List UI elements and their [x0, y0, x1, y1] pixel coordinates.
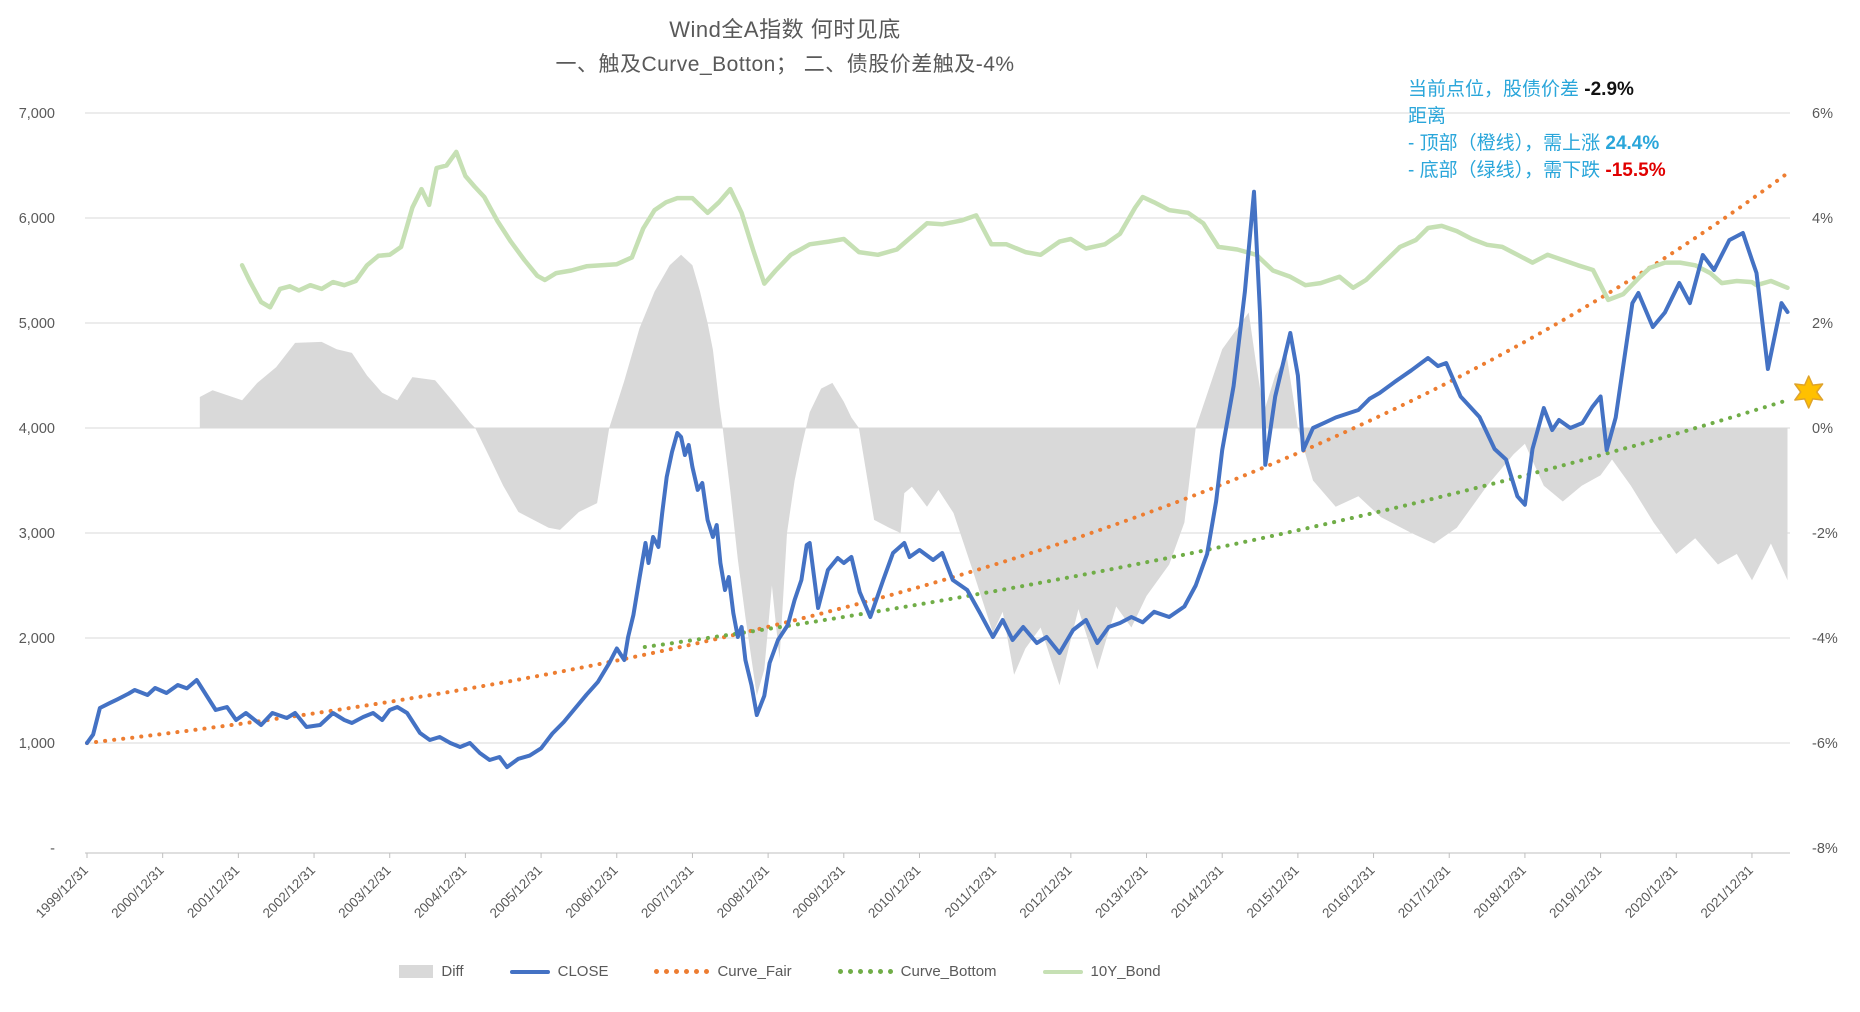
x-axis-label: 2002/12/31 — [260, 863, 318, 921]
bond-line-series — [239, 149, 1790, 310]
left-axis-label: 1,000 — [19, 736, 55, 752]
legend-item-close[interactable]: CLOSE — [509, 963, 609, 980]
x-axis-label: 1999/12/31 — [33, 863, 91, 921]
left-axis-label: 5,000 — [19, 316, 55, 332]
right-axis-label: 4% — [1812, 211, 1833, 227]
curve-fair-series — [85, 172, 1788, 745]
x-axis-label: 2021/12/31 — [1698, 863, 1756, 921]
x-axis-label: 2007/12/31 — [638, 863, 696, 921]
legend-label: Curve_Fair — [717, 963, 792, 980]
x-axis-label: 2018/12/31 — [1471, 863, 1529, 921]
legend-item-curve-fair[interactable]: Curve_Fair — [654, 963, 792, 980]
curve-bottom-series — [642, 397, 1791, 649]
curve-fair-dots-swatch-icon — [654, 969, 710, 974]
legend-label: 10Y_Bond — [1090, 963, 1161, 980]
x-axis-label: 2005/12/31 — [487, 863, 545, 921]
left-axis-label: 3,000 — [19, 526, 55, 542]
x-axis-label: 2020/12/31 — [1622, 863, 1680, 921]
right-axis-label: 2% — [1812, 316, 1833, 332]
annotation-line-bottom: - 底部（绿线），需下跌 -15.5% — [1408, 160, 1666, 181]
right-axis-label: -2% — [1812, 526, 1838, 542]
annotation-box: 当前点位，股债价差 -2.9% 距离 - 顶部（橙线），需上涨 24.4% - … — [1408, 76, 1666, 184]
annotation-line-top: - 顶部（橙线），需上涨 24.4% — [1408, 133, 1660, 154]
left-axis-label: 6,000 — [19, 211, 55, 227]
x-axis-label: 2011/12/31 — [942, 863, 1000, 921]
close-line-swatch-icon — [509, 969, 550, 974]
left-axis-label: 2,000 — [19, 631, 55, 647]
left-axis-label: 7,000 — [19, 106, 55, 122]
x-axis-label: 2009/12/31 — [790, 863, 848, 921]
right-axis-label: -4% — [1812, 631, 1838, 647]
x-axis-label: 2014/12/31 — [1168, 863, 1226, 921]
x-axis-label: 2003/12/31 — [335, 863, 393, 921]
x-axis-label: 2017/12/31 — [1395, 863, 1453, 921]
chart-legend: Diff CLOSE Curve_Fair Curve_Bottom 10Y_B… — [0, 963, 1560, 980]
chart-subtitle: 一、触及Curve_Botton； 二、债股价差触及-4% — [555, 53, 1015, 76]
downside-value: -15.5% — [1605, 160, 1666, 181]
left-axis-label: 4,000 — [19, 421, 55, 437]
x-axis-label: 2013/12/31 — [1092, 863, 1150, 921]
legend-item-curve-bottom[interactable]: Curve_Bottom — [837, 963, 997, 980]
right-axis-label: 0% — [1812, 421, 1833, 437]
legend-label: Curve_Bottom — [900, 963, 997, 980]
legend-item-diff[interactable]: Diff — [399, 963, 464, 980]
upside-value: 24.4% — [1605, 133, 1660, 154]
curve-bottom-dots-swatch-icon — [837, 969, 893, 974]
close-line-series — [85, 189, 1790, 770]
x-axis-label: 2000/12/31 — [108, 863, 166, 921]
x-axis-label: 2019/12/31 — [1546, 863, 1604, 921]
chart-title: Wind全A指数 何时见底 — [669, 17, 901, 42]
x-axis-label: 2012/12/31 — [1017, 863, 1075, 921]
x-axis-label: 2001/12/31 — [184, 863, 242, 921]
current-spread-value: -2.9% — [1584, 79, 1634, 100]
right-axis-label: -6% — [1812, 736, 1838, 752]
x-axis-label: 2004/12/31 — [411, 863, 469, 921]
x-axis-label: 2010/12/31 — [865, 863, 923, 921]
diff-area-series — [199, 254, 1788, 696]
x-axis-label: 2016/12/31 — [1319, 863, 1377, 921]
legend-label: CLOSE — [557, 963, 609, 980]
star-marker-icon — [1794, 375, 1824, 409]
x-axis-label: 2015/12/31 — [1244, 863, 1302, 921]
x-axis-label: 2006/12/31 — [562, 863, 620, 921]
x-axis-label: 2008/12/31 — [714, 863, 772, 921]
annotation-line-current: 当前点位，股债价差 -2.9% — [1408, 79, 1634, 100]
left-axis-label: - — [50, 841, 55, 857]
annotation-line-distance: 距离 — [1408, 106, 1447, 127]
right-axis-label: 6% — [1812, 106, 1833, 122]
legend-label: Diff — [441, 963, 464, 980]
legend-item-10y-bond[interactable]: 10Y_Bond — [1042, 963, 1161, 980]
right-axis-label: -8% — [1812, 841, 1838, 857]
diff-area-swatch-icon — [399, 965, 434, 978]
bond-line-swatch-icon — [1042, 969, 1083, 974]
